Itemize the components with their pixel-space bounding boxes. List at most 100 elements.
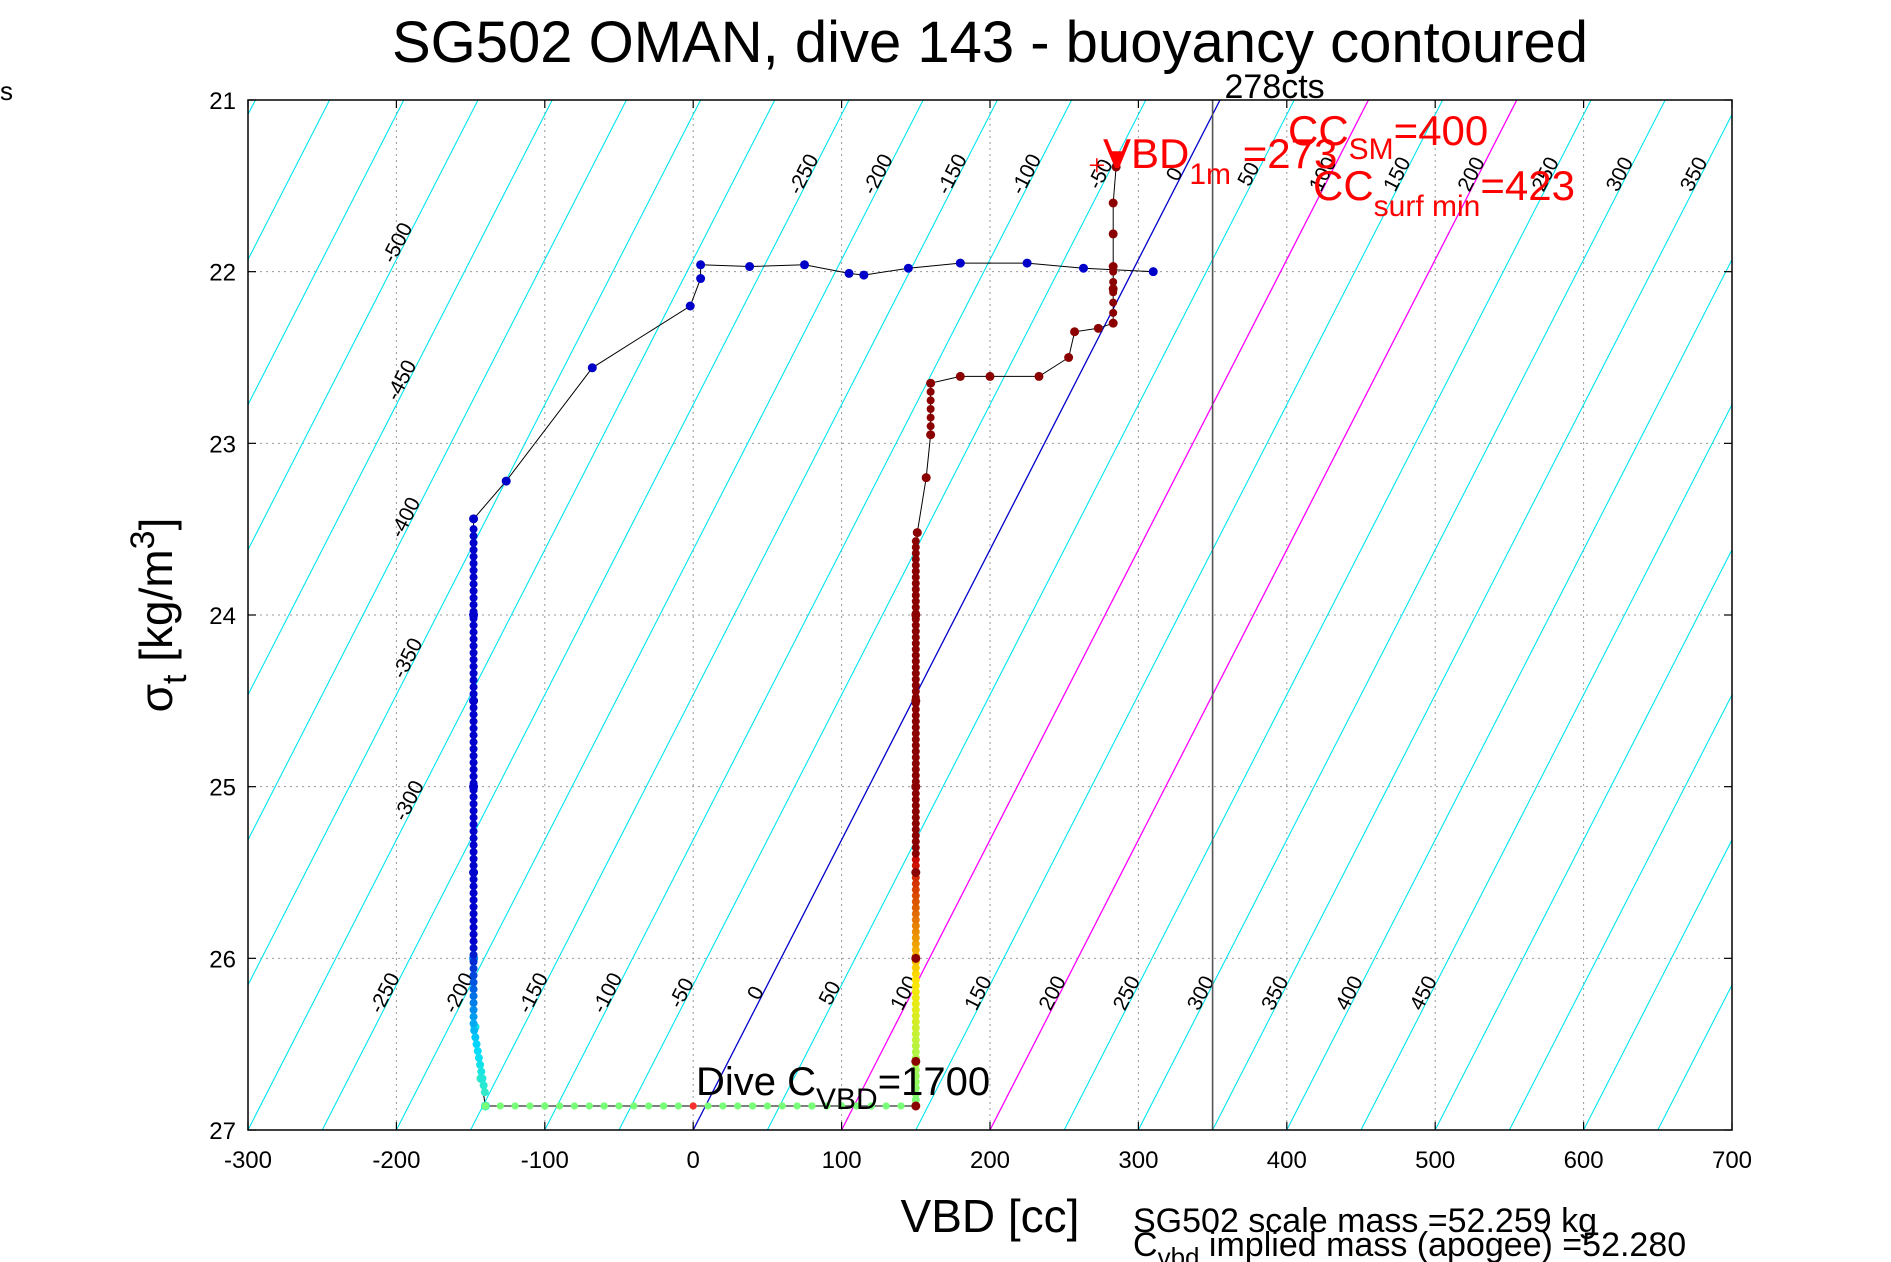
dive-point <box>469 538 478 547</box>
dive-point <box>469 566 478 575</box>
climb-point <box>911 639 920 648</box>
cc-sm-sub: SM <box>1349 133 1394 166</box>
climb-point <box>911 831 920 840</box>
dive-point <box>477 1067 486 1076</box>
bottom-point <box>481 1102 490 1110</box>
climb-point <box>911 627 920 636</box>
bottom-point <box>719 1102 727 1110</box>
climb-point <box>1034 371 1044 381</box>
climb-point <box>911 711 920 720</box>
bottom-point <box>838 1102 846 1110</box>
y-label-sub: t <box>156 674 194 684</box>
climb-point <box>911 597 920 606</box>
chart-title: SG502 OMAN, dive 143 - buoyancy contoure… <box>392 10 1588 75</box>
climb-point <box>911 765 920 774</box>
contour-line <box>321 100 850 1130</box>
dive-point <box>469 799 478 808</box>
apogee-marker <box>1108 151 1125 168</box>
cc-sm-annotation: CCSM=400 <box>1288 107 1488 166</box>
dive-point <box>469 992 478 1001</box>
dive-point <box>469 669 478 678</box>
bottom-point <box>897 1102 905 1110</box>
contour-line <box>395 100 924 1130</box>
climb-point <box>911 837 920 846</box>
dive-point <box>469 552 478 561</box>
climb-point <box>911 633 920 642</box>
dive-point <box>469 923 478 932</box>
climb-point <box>911 573 920 582</box>
climb-point <box>911 921 920 930</box>
bottom-point <box>570 1102 579 1110</box>
climb-point <box>911 705 920 714</box>
contour-line <box>1508 693 1732 1130</box>
dive-point <box>469 648 478 657</box>
dive-cvbd-value: =1700 <box>878 1060 990 1104</box>
dive-point <box>472 1040 481 1049</box>
bottom-point <box>674 1102 682 1110</box>
axis-ticks: -300 -200 -100 0 100 200 300 400 500 600 700 21 22 23… <box>209 88 1752 1174</box>
climb-point <box>1093 323 1103 333</box>
climb-point <box>911 939 920 948</box>
climb-point <box>911 729 920 738</box>
dive-point <box>479 1081 488 1090</box>
bottom-point <box>511 1102 519 1110</box>
climb-point <box>911 579 920 588</box>
buoyancy-contours <box>248 100 1732 1130</box>
climb-point <box>911 1017 920 1026</box>
climb-point <box>1070 327 1080 337</box>
vbd-1m-annotation: VBD1m =273 <box>1103 130 1337 191</box>
dive-point <box>469 971 478 980</box>
dive-point <box>469 882 478 891</box>
climb-point <box>911 801 920 810</box>
climb-point <box>911 993 920 1002</box>
climb-point <box>911 1011 920 1020</box>
contour-line <box>1583 838 1732 1130</box>
climb-point <box>911 1101 921 1111</box>
contour-line <box>841 100 1369 1130</box>
dive-point <box>469 525 478 534</box>
bottom-point <box>659 1102 668 1110</box>
climb-point <box>911 681 920 690</box>
climb-point <box>911 909 920 918</box>
climb-point <box>911 915 920 924</box>
dive-point <box>800 260 809 270</box>
dive-point <box>469 806 478 815</box>
dive-point <box>469 621 478 630</box>
contour-line <box>989 100 1518 1130</box>
vertical-line-label: 278cts <box>1225 68 1325 106</box>
dive-point <box>469 847 478 856</box>
x-tick-label: 700 <box>1712 1147 1752 1174</box>
dive-point <box>469 834 478 843</box>
x-tick-label: 0 <box>687 1147 700 1174</box>
bottom-point <box>823 1102 831 1110</box>
climb-point <box>926 422 935 431</box>
bottom-point <box>852 1102 861 1110</box>
climb-point <box>911 651 920 660</box>
climb-point <box>926 413 935 422</box>
dive-point <box>469 758 478 767</box>
contour-line <box>1212 113 1732 1130</box>
climb-point <box>911 555 920 564</box>
dive-point <box>844 268 854 278</box>
climb-point <box>911 953 921 963</box>
dive-point <box>469 978 478 987</box>
dive-point <box>469 909 478 918</box>
climb-point <box>1109 277 1118 286</box>
climb-point <box>911 903 920 912</box>
dive-point <box>1078 263 1088 273</box>
climb-point <box>1109 298 1118 307</box>
dive-point <box>469 875 478 884</box>
y-label-close: ] <box>130 518 182 531</box>
bottom-point <box>541 1102 549 1110</box>
climb-point <box>912 528 922 538</box>
dive-point <box>469 916 478 925</box>
dive-point <box>469 628 478 637</box>
climb-point <box>926 387 935 396</box>
x-tick-label: 500 <box>1415 1147 1455 1174</box>
climb-point <box>911 741 920 750</box>
climb-point <box>911 879 920 888</box>
climb-point <box>911 1071 920 1080</box>
dive-point <box>745 262 755 272</box>
dive-point <box>469 792 478 801</box>
